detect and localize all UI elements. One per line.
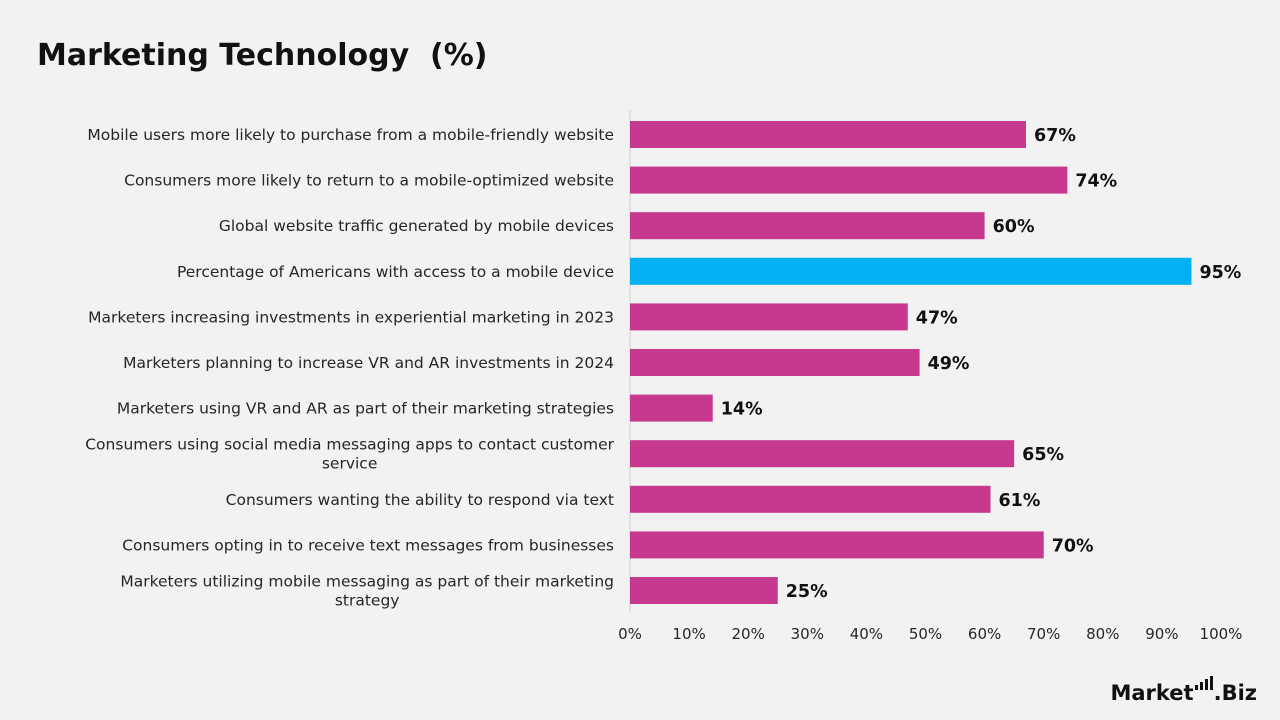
chart-title: Marketing Technology (%) — [37, 38, 488, 73]
bar-6 — [630, 349, 920, 376]
x-tick-label-0: 0% — [618, 625, 642, 643]
value-label-1: 67% — [1034, 126, 1076, 146]
bar-5 — [630, 303, 908, 331]
category-label-8: Consumers using social media messaging a… — [85, 436, 614, 473]
value-label-8: 65% — [1022, 445, 1064, 465]
bar-1 — [630, 121, 1026, 148]
x-tick-label-6: 60% — [968, 625, 1001, 643]
x-tick-label-7: 70% — [1027, 625, 1060, 643]
value-label-9: 61% — [999, 491, 1041, 511]
category-label-3: Global website traffic generated by mobi… — [219, 217, 614, 235]
category-label-6: Marketers planning to increase VR and AR… — [123, 354, 614, 372]
value-label-11: 25% — [786, 582, 828, 602]
x-tick-label-2: 20% — [732, 625, 765, 643]
category-label-11: Marketers utilizing mobile messaging as … — [120, 573, 614, 610]
category-label-9: Consumers wanting the ability to respond… — [226, 491, 614, 509]
category-label-10: Consumers opting in to receive text mess… — [122, 536, 614, 554]
value-label-6: 49% — [928, 354, 970, 374]
logo-text-market: Market — [1110, 681, 1194, 705]
x-tick-label-4: 40% — [850, 625, 883, 643]
bar-10 — [630, 531, 1044, 559]
bar-8 — [630, 440, 1015, 468]
bar-11 — [630, 577, 778, 604]
category-label-5: Marketers increasing investments in expe… — [88, 308, 614, 326]
logo-text-biz: .Biz — [1213, 681, 1257, 705]
value-label-7: 14% — [721, 400, 763, 420]
value-label-4: 95% — [1199, 263, 1241, 283]
category-label-1: Mobile users more likely to purchase fro… — [87, 126, 614, 144]
x-tick-label-8: 80% — [1086, 625, 1119, 643]
category-label-4: Percentage of Americans with access to a… — [177, 263, 614, 281]
value-label-2: 74% — [1075, 172, 1117, 192]
category-label-2: Consumers more likely to return to a mob… — [124, 172, 614, 190]
bar-4 — [630, 257, 1192, 285]
value-label-5: 47% — [916, 308, 958, 328]
bar-2 — [630, 166, 1068, 194]
x-tick-label-3: 30% — [791, 625, 824, 643]
x-tick-label-10: 100% — [1200, 625, 1243, 643]
x-tick-label-1: 10% — [672, 625, 705, 643]
category-label-7: Marketers using VR and AR as part of the… — [117, 400, 614, 418]
bar-3 — [630, 212, 985, 240]
value-label-3: 60% — [993, 217, 1035, 237]
bar-7 — [630, 394, 713, 422]
signal-bars-icon — [1194, 676, 1213, 690]
marketbiz-logo: Market .Biz — [1110, 676, 1257, 704]
bar-9 — [630, 485, 991, 513]
value-label-10: 70% — [1052, 536, 1094, 556]
x-tick-label-9: 90% — [1145, 625, 1178, 643]
x-tick-label-5: 50% — [909, 625, 942, 643]
